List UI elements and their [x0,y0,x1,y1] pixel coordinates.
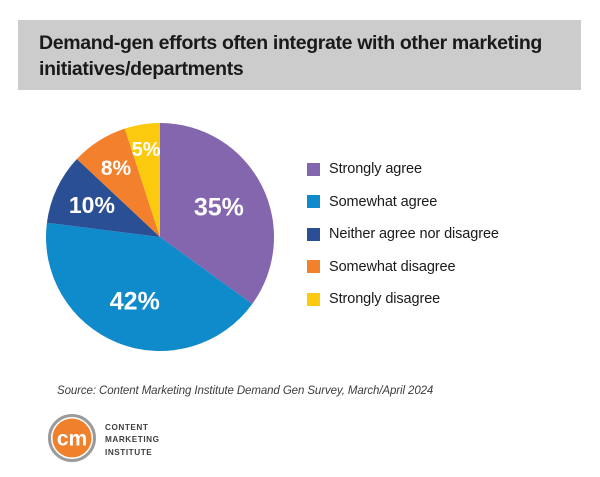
legend-swatch-icon-strongly-disagree [307,292,320,306]
legend-item-somewhat-disagree[interactable]: Somewhat disagree [307,251,547,284]
legend-label-somewhat-disagree: Somewhat disagree [329,258,456,275]
page-title-line-1: Demand-gen efforts often integrate with … [39,32,542,54]
chart-legend: Strongly agree Somewhat agree Neither ag… [307,153,547,316]
pie-slice[interactable] [46,158,160,237]
legend-label-strongly-agree: Strongly agree [329,161,422,178]
pie-slice-label: 8% [101,157,132,180]
title-banner: Demand-gen efforts often integrate with … [18,20,581,90]
legend-label-neither-agree-nor-disagree: Neither agree nor disagree [329,226,499,243]
content-marketing-institute-logo: cm CONTENT MARKETING INSTITUTE [48,414,208,464]
legend-swatch-icon-somewhat-disagree [307,260,320,274]
legend-item-neither-agree-nor-disagree[interactable]: Neither agree nor disagree [307,218,547,251]
cmi-wordmark: CONTENT MARKETING INSTITUTE [105,422,160,459]
legend-swatch-icon-neither-agree-nor-disagree [307,227,320,241]
pie-slice-label: 42% [110,287,160,315]
pie-chart-area: 35% 42% 10% 8% 5% Strongly agree Somewhat ag… [0,100,600,370]
pie-slice-label: 35% [194,194,244,222]
pie-data-labels: 35% 42% 10% 8%5% [69,139,244,315]
pie-slice-label: 5% [132,139,161,161]
legend-label-somewhat-agree: Somewhat agree [329,193,438,210]
legend-item-somewhat-agree[interactable]: Somewhat agree [307,186,547,219]
source-attribution: Source: Content Marketing Institute Dema… [57,385,434,397]
pie-slice-label: 10% [69,192,115,218]
pie-slice[interactable] [76,128,160,237]
pie-chart[interactable]: 35% 42% 10% 8%5% [45,122,275,352]
legend-label-strongly-disagree: Strongly disagree [329,291,441,308]
pie-slice[interactable] [45,222,253,351]
pie-slice[interactable] [160,123,275,305]
legend-swatch-icon-strongly-agree [307,162,320,176]
pie-slice[interactable] [124,123,160,237]
page-title-line-2: initiatives/departments [39,57,244,80]
legend-swatch-icon-somewhat-agree [307,195,320,209]
cmi-wordmark-line-1: CONTENT [105,423,149,432]
pie-slices [45,123,275,351]
cmi-logo-icon: cm [48,414,96,462]
cmi-wordmark-line-2: MARKETING [105,435,160,445]
page-title: Demand-gen efforts often integrate with … [39,31,563,82]
cmi-wordmark-line-3: INSTITUTE [105,447,153,457]
legend-item-strongly-agree[interactable]: Strongly agree [307,153,547,186]
legend-item-strongly-disagree[interactable]: Strongly disagree [307,283,547,316]
cmi-monogram: cm [57,428,87,451]
